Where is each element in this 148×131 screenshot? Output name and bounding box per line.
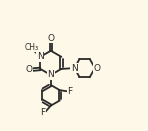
Text: F: F xyxy=(67,87,72,96)
Text: N: N xyxy=(71,64,78,73)
Text: F: F xyxy=(41,108,46,117)
Text: O: O xyxy=(93,64,100,73)
Text: O: O xyxy=(47,34,54,43)
Text: O: O xyxy=(25,65,32,74)
Text: N: N xyxy=(37,52,44,61)
Text: N: N xyxy=(48,70,54,80)
Text: CH₃: CH₃ xyxy=(25,43,39,52)
